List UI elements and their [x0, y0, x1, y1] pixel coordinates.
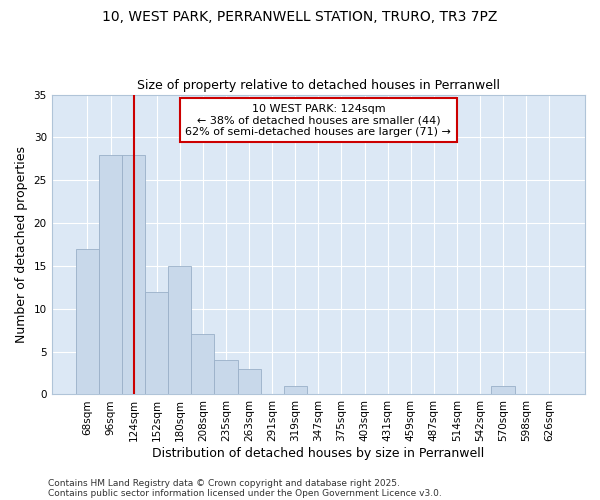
Bar — [122, 154, 145, 394]
Bar — [168, 266, 191, 394]
X-axis label: Distribution of detached houses by size in Perranwell: Distribution of detached houses by size … — [152, 447, 484, 460]
Bar — [99, 154, 122, 394]
Title: Size of property relative to detached houses in Perranwell: Size of property relative to detached ho… — [137, 79, 500, 92]
Text: 10, WEST PARK, PERRANWELL STATION, TRURO, TR3 7PZ: 10, WEST PARK, PERRANWELL STATION, TRURO… — [103, 10, 497, 24]
Bar — [76, 249, 99, 394]
Text: Contains public sector information licensed under the Open Government Licence v3: Contains public sector information licen… — [48, 488, 442, 498]
Bar — [145, 292, 168, 395]
Text: Contains HM Land Registry data © Crown copyright and database right 2025.: Contains HM Land Registry data © Crown c… — [48, 478, 400, 488]
Y-axis label: Number of detached properties: Number of detached properties — [15, 146, 28, 343]
Bar — [214, 360, 238, 394]
Text: 10 WEST PARK: 124sqm
← 38% of detached houses are smaller (44)
62% of semi-detac: 10 WEST PARK: 124sqm ← 38% of detached h… — [185, 104, 451, 137]
Bar — [238, 369, 260, 394]
Bar — [191, 334, 214, 394]
Bar — [491, 386, 515, 394]
Bar — [284, 386, 307, 394]
